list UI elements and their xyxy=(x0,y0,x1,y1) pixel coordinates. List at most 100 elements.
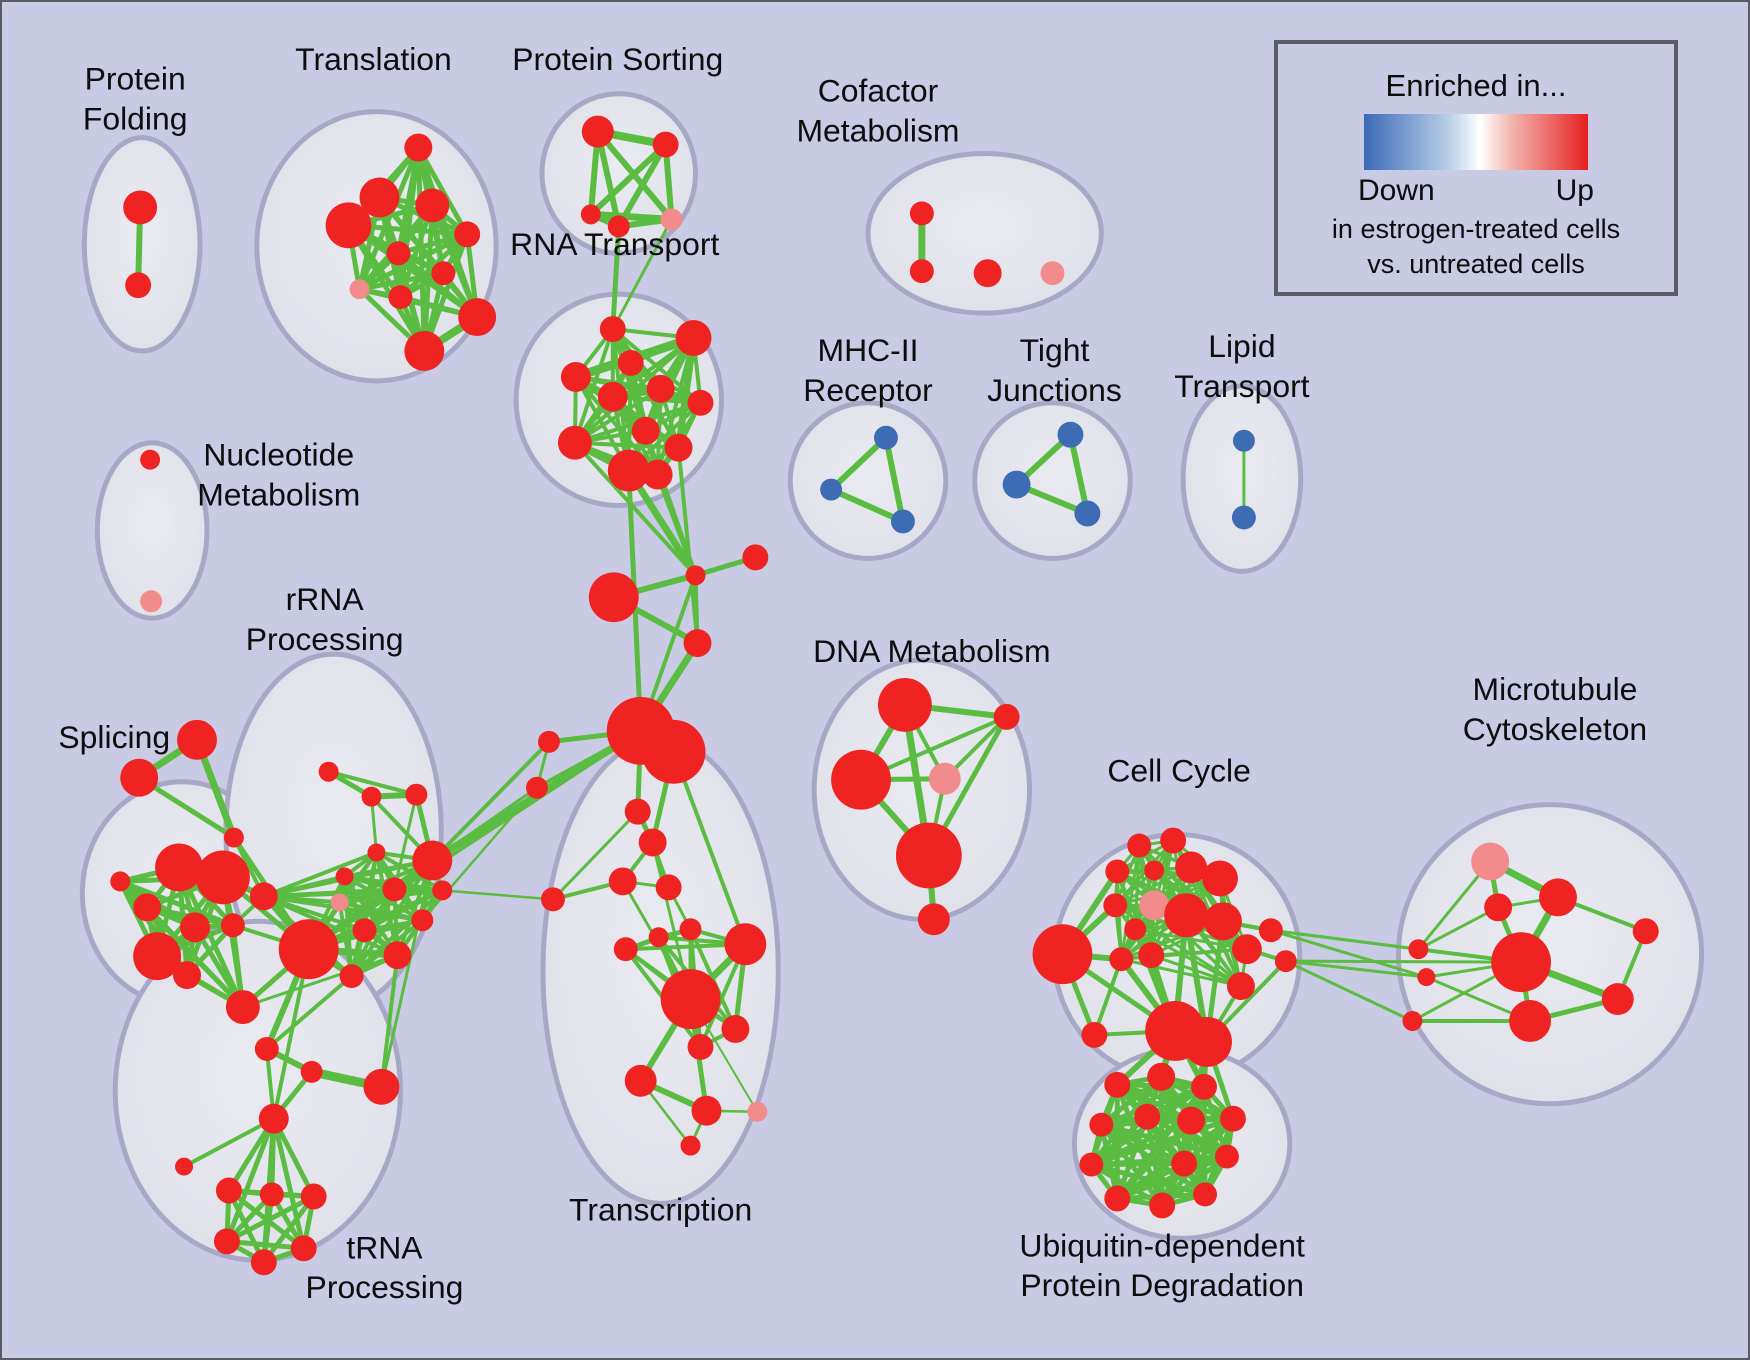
node-tx15 xyxy=(680,1135,701,1156)
node-ub11 xyxy=(1104,1185,1131,1212)
node-mh1 xyxy=(874,425,898,450)
node-cf1 xyxy=(909,201,934,226)
edge xyxy=(572,440,698,578)
node-t3 xyxy=(223,827,244,848)
node-tnl xyxy=(175,1157,194,1176)
edge xyxy=(346,222,427,354)
node-pf1 xyxy=(123,190,158,225)
node-cm1 xyxy=(1408,939,1429,960)
cluster-bubble-nucleotide-metabolism xyxy=(94,440,210,621)
edge xyxy=(1284,959,1428,979)
cluster-label-lipid-transport: Lipid Transport xyxy=(1174,328,1309,404)
edge xyxy=(671,749,748,947)
cluster-bubble-mhc-ii-receptor xyxy=(787,400,949,561)
node-ub5 xyxy=(1134,1103,1161,1130)
edge xyxy=(1416,905,1500,951)
node-mt4 xyxy=(1491,932,1552,993)
node-cc4 xyxy=(1144,860,1165,881)
node-mt6 xyxy=(1509,1000,1552,1042)
node-tt2 xyxy=(363,1068,400,1105)
cluster-label-microtubule-cytoskeleton: Microtubule Cytoskeleton xyxy=(1463,671,1647,747)
node-s6 xyxy=(133,932,182,981)
cluster-label-tight-junctions: Tight Junctions xyxy=(987,332,1122,408)
edge xyxy=(828,434,889,493)
node-rt3 xyxy=(617,349,644,376)
node-w1 xyxy=(249,882,278,911)
node-tr3 xyxy=(415,188,450,223)
node-w11 xyxy=(352,918,377,943)
node-ub4 xyxy=(1089,1112,1114,1137)
cluster-label-ubiquitin-degradation: Ubiquitin-dependent Protein Degradation xyxy=(1019,1227,1305,1303)
node-tr4 xyxy=(325,202,372,249)
cluster-label-mhc-ii-receptor: MHC-II Receptor xyxy=(803,332,933,408)
node-rt6 xyxy=(646,374,675,403)
edge xyxy=(1114,1154,1230,1201)
node-w4 xyxy=(367,843,386,862)
node-txc xyxy=(540,887,565,912)
node-ub6 xyxy=(1177,1106,1206,1135)
cluster-label-protein-folding: Protein Folding xyxy=(83,61,188,137)
node-tj1 xyxy=(1057,421,1084,448)
cluster-labels: Protein Folding Translation Protein Sorting… xyxy=(58,41,1647,1305)
node-w5 xyxy=(382,877,407,902)
node-tx11 xyxy=(687,1033,714,1060)
edge xyxy=(379,858,434,1089)
edge xyxy=(392,793,418,891)
edge xyxy=(397,231,470,300)
node-ps5 xyxy=(660,208,683,231)
edge xyxy=(676,445,700,646)
node-s2 xyxy=(196,850,250,905)
node-x3 xyxy=(300,1183,327,1210)
node-ps3 xyxy=(580,204,601,225)
node-x6 xyxy=(250,1249,277,1276)
edge xyxy=(430,786,539,862)
node-nm2 xyxy=(140,590,163,613)
nodes xyxy=(110,115,1659,1276)
node-cr1 xyxy=(1258,918,1283,943)
edge xyxy=(572,440,681,450)
edge xyxy=(882,434,906,525)
node-tx10 xyxy=(721,1015,750,1043)
node-st3 xyxy=(683,629,712,658)
cluster-label-transcription: Transcription xyxy=(569,1191,752,1227)
edge xyxy=(1149,947,1249,957)
node-cc8 xyxy=(1139,890,1170,921)
node-tj3 xyxy=(1074,500,1101,527)
node-ub9 xyxy=(1171,1150,1198,1177)
node-w7 xyxy=(318,761,339,782)
node-w9 xyxy=(361,786,382,807)
node-ub10 xyxy=(1214,1144,1239,1169)
node-w6 xyxy=(412,840,453,881)
edge xyxy=(430,739,551,863)
edge xyxy=(326,769,419,797)
cluster-label-cofactor-metabolism: Cofactor Metabolism xyxy=(796,73,959,149)
node-tr5 xyxy=(454,221,481,248)
legend-down-label: Down xyxy=(1358,174,1435,207)
edge xyxy=(337,850,379,905)
node-cf2 xyxy=(909,259,934,284)
cluster-label-trna-processing: tRNA Processing xyxy=(306,1229,464,1305)
edge xyxy=(117,878,236,928)
node-cc10 xyxy=(1164,893,1209,938)
node-tx7 xyxy=(648,927,669,948)
node-rt2 xyxy=(675,320,712,356)
node-cc3 xyxy=(1105,859,1130,884)
edge xyxy=(415,145,470,237)
node-tt1 xyxy=(300,1060,323,1083)
node-lt1 xyxy=(1232,429,1255,452)
node-s5 xyxy=(220,913,245,938)
edge xyxy=(337,900,354,979)
node-cf4 xyxy=(1040,261,1065,286)
node-tr2 xyxy=(359,177,400,218)
node-ub2 xyxy=(1147,1062,1176,1091)
node-dm5 xyxy=(895,822,962,889)
cluster-label-splicing: Splicing xyxy=(58,719,170,755)
node-rt11 xyxy=(607,449,650,492)
node-mt5 xyxy=(1601,983,1634,1016)
node-cc12 xyxy=(1231,934,1262,965)
legend-gradient-bar xyxy=(1364,114,1588,170)
legend-box: Enriched in... Down Up in estrogen-treat… xyxy=(1274,40,1678,296)
node-cc14 xyxy=(1138,942,1165,969)
node-w2 xyxy=(278,919,339,980)
node-c2 xyxy=(526,776,548,799)
